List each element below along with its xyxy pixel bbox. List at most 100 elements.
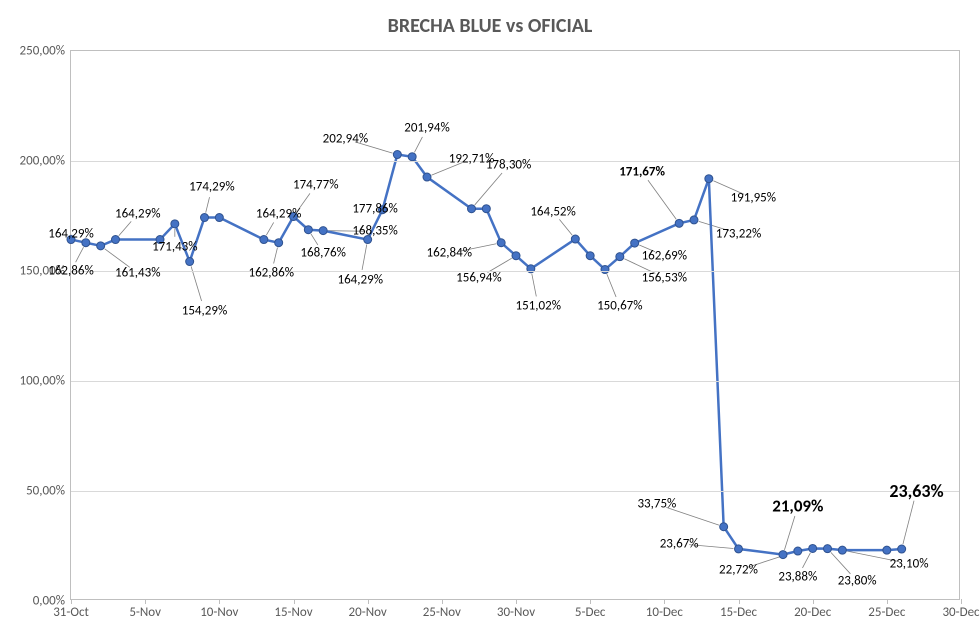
data-label: 202,94%: [323, 133, 368, 146]
data-marker: [97, 242, 105, 250]
data-label: 164,29%: [256, 207, 301, 220]
y-axis-label: 100,00%: [20, 374, 65, 389]
data-label: 162,84%: [427, 247, 472, 260]
leader-line: [311, 234, 318, 245]
data-marker: [171, 220, 179, 228]
data-label: 177,86%: [352, 203, 397, 216]
data-label: 162,69%: [642, 249, 687, 262]
x-tick: [71, 599, 72, 604]
leader-line: [362, 244, 367, 269]
x-axis-label: 5-Dec: [575, 605, 606, 620]
data-label: 174,77%: [293, 179, 338, 192]
data-label: 164,29%: [48, 227, 93, 240]
x-tick: [664, 599, 665, 604]
gridline: [71, 381, 959, 382]
data-marker: [512, 252, 520, 260]
data-label: 23,67%: [660, 537, 699, 550]
x-tick: [887, 599, 888, 604]
data-label: 21,09%: [772, 498, 823, 515]
data-label: 150,67%: [597, 300, 642, 313]
data-marker: [482, 205, 490, 213]
data-marker: [468, 205, 476, 213]
data-marker: [304, 226, 312, 234]
data-marker: [794, 547, 802, 555]
data-label: 23,80%: [838, 575, 877, 588]
data-marker: [631, 239, 639, 247]
leader-line: [802, 553, 810, 568]
plot-area: 0,00%50,00%100,00%150,00%200,00%250,00%3…: [70, 50, 960, 600]
x-axis-label: 30-Nov: [497, 605, 535, 620]
data-label: 168,76%: [300, 247, 345, 260]
data-marker: [408, 153, 416, 161]
data-label: 161,43%: [115, 267, 160, 280]
leader-line: [76, 247, 84, 262]
data-marker: [112, 236, 120, 244]
leader-line: [206, 197, 210, 213]
data-label: 178,30%: [486, 159, 531, 172]
data-marker: [690, 216, 698, 224]
x-tick: [368, 599, 369, 604]
x-axis-label: 10-Nov: [200, 605, 238, 620]
leader-line: [784, 516, 794, 550]
data-label: 164,52%: [530, 205, 575, 218]
data-label: 191,95%: [731, 192, 776, 205]
data-label: 33,75%: [637, 498, 676, 511]
data-marker: [735, 545, 743, 553]
leader-line: [105, 249, 130, 267]
data-label: 171,67%: [619, 166, 665, 179]
x-tick: [219, 599, 220, 604]
data-marker: [201, 214, 209, 222]
series-line: [71, 155, 902, 555]
x-axis-label: 20-Dec: [794, 605, 831, 620]
x-tick: [442, 599, 443, 604]
leader-line: [274, 248, 278, 264]
data-marker: [720, 523, 728, 531]
data-marker: [260, 236, 268, 244]
x-tick: [516, 599, 517, 604]
chart-title: BRECHA BLUE vs OFICIAL: [0, 14, 980, 38]
gridline: [71, 271, 959, 272]
data-label: 23,88%: [778, 570, 817, 583]
data-label: 171,43%: [152, 240, 197, 253]
x-axis-label: 5-Nov: [129, 605, 161, 620]
x-axis-label: 31-Oct: [53, 605, 89, 620]
y-axis-label: 50,00%: [26, 484, 65, 499]
gridline: [71, 491, 959, 492]
x-axis-label: 25-Nov: [423, 605, 461, 620]
data-marker: [319, 227, 327, 235]
data-marker: [186, 258, 194, 266]
data-label: 156,94%: [456, 271, 501, 284]
leader-line: [475, 173, 502, 205]
x-tick: [739, 599, 740, 604]
data-marker: [675, 219, 683, 227]
data-label: 23,63%: [889, 482, 943, 500]
data-marker: [215, 214, 223, 222]
data-label: 22,72%: [719, 564, 758, 577]
data-marker: [423, 173, 431, 181]
leader-line: [831, 552, 851, 573]
x-tick: [590, 599, 591, 604]
data-marker: [824, 545, 832, 553]
data-marker: [898, 545, 906, 553]
leader-line: [648, 180, 676, 219]
leader-line: [266, 222, 273, 235]
data-label: 154,29%: [182, 304, 227, 317]
x-axis-label: 15-Nov: [274, 605, 312, 620]
leader-line: [559, 219, 572, 235]
x-tick: [145, 599, 146, 604]
data-label: 173,22%: [716, 227, 761, 240]
chart-container: BRECHA BLUE vs OFICIAL 0,00%50,00%100,00…: [0, 0, 980, 638]
x-axis-label: 30-Dec: [942, 605, 979, 620]
data-marker: [275, 239, 283, 247]
data-label: 23,10%: [890, 557, 929, 570]
data-label: 201,94%: [404, 122, 449, 135]
data-label: 156,53%: [642, 271, 687, 284]
x-axis-label: 15-Dec: [720, 605, 757, 620]
data-marker: [393, 151, 401, 159]
x-axis-label: 10-Dec: [646, 605, 683, 620]
leader-line: [607, 274, 616, 297]
data-marker: [571, 235, 579, 243]
x-axis-label: 20-Nov: [349, 605, 387, 620]
data-marker: [616, 253, 624, 261]
data-marker: [705, 175, 713, 183]
